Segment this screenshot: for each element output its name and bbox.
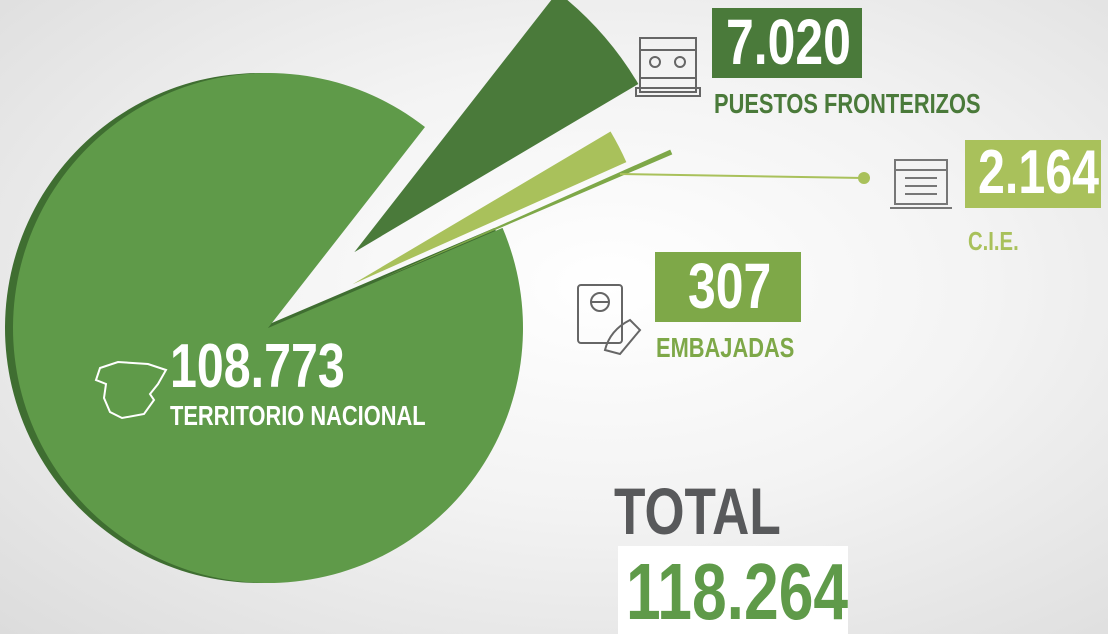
border-post-icon: [635, 37, 701, 97]
category-label: TERRITORIO NACIONAL: [170, 400, 426, 431]
passport-icon: [577, 284, 642, 356]
pie-slice: [354, 0, 639, 253]
value-label: 108.773: [170, 332, 345, 401]
category-label: C.I.E.: [968, 226, 1019, 256]
leader-dot: [858, 172, 870, 184]
value-box: [712, 8, 862, 78]
spain-map-icon: [94, 360, 168, 420]
pie-slice: [377, 149, 673, 281]
value-box: [655, 252, 801, 322]
total-title: TOTAL: [614, 474, 781, 548]
value-label: 2.164: [978, 138, 1100, 207]
leader-line: [619, 173, 865, 179]
value-box: [965, 140, 1101, 208]
pie-slice: [352, 131, 627, 285]
category-label: PUESTOS FRONTERIZOS: [714, 88, 981, 119]
total-value: 118.264: [626, 547, 849, 634]
category-label: EMBAJADAS: [656, 332, 795, 363]
total-box: [618, 546, 848, 634]
value-label: 7.020: [726, 6, 851, 78]
value-label: 307: [688, 250, 772, 322]
building-icon: [890, 159, 952, 209]
pie-slice: [13, 73, 523, 583]
